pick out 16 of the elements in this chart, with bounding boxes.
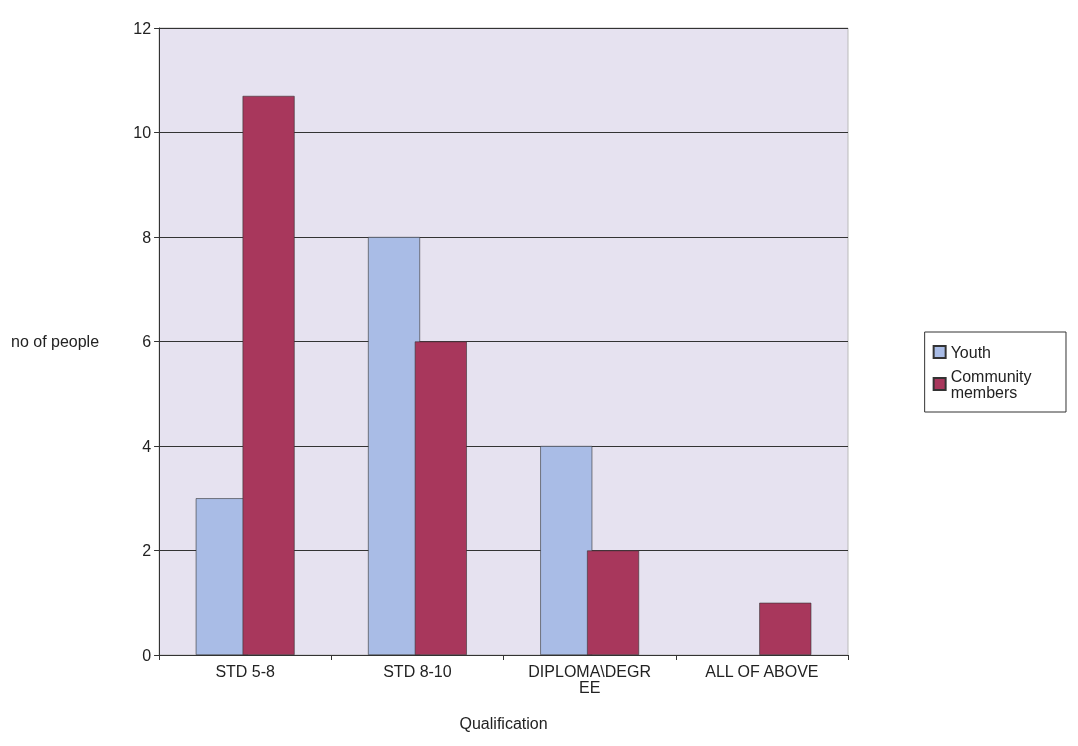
y-tick-label: 10 (133, 124, 152, 141)
x-axis-title: Qualification (459, 714, 548, 732)
y-tick-label: 4 (142, 437, 152, 455)
x-tick-label: STD 5-8 (215, 662, 276, 680)
y-axis-title: no of people (11, 333, 100, 350)
x-tick-label: STD 8-10 (383, 662, 452, 680)
y-tick-label: 12 (133, 19, 152, 37)
x-tick-label: ALL OF ABOVE (705, 662, 819, 680)
y-tick-label: 6 (142, 333, 152, 350)
y-tick-label: 8 (142, 228, 152, 246)
bar (759, 602, 812, 655)
legend-label: Community members (950, 367, 1037, 401)
y-tick-label: 0 (142, 646, 152, 664)
x-tick-label: DIPLOMA\DEGREE (528, 662, 651, 696)
y-tick-label: 2 (142, 542, 152, 559)
legend-label: Youth (950, 343, 991, 361)
